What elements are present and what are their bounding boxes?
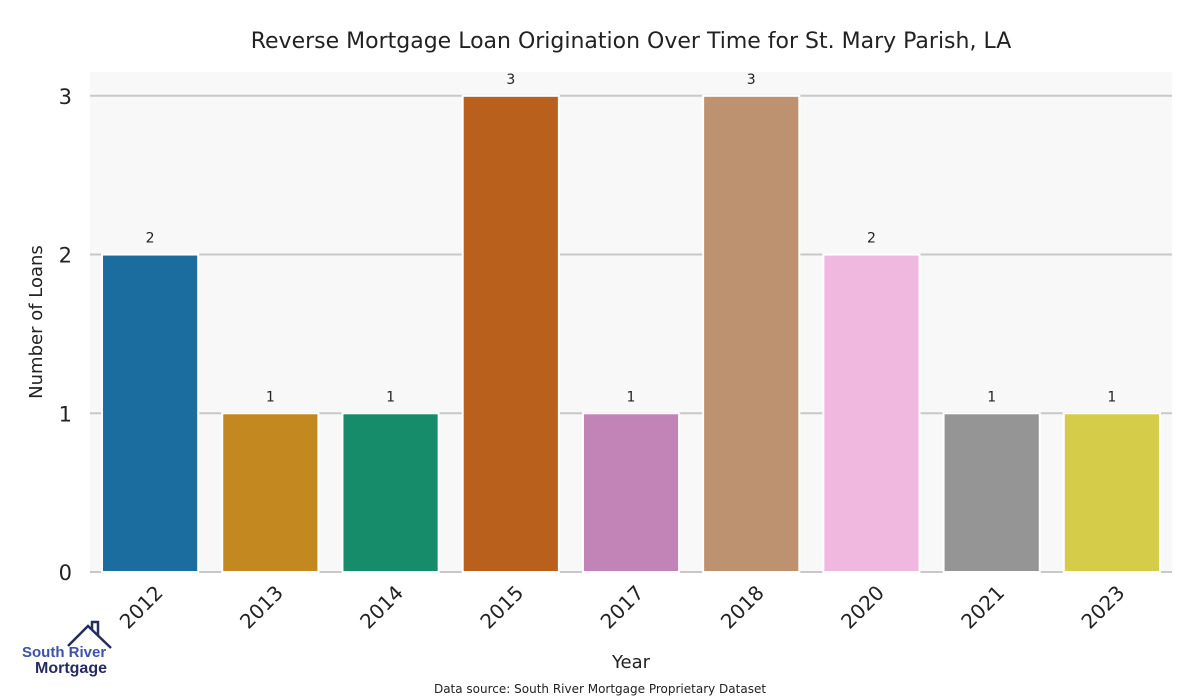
bar-2023 <box>1062 412 1161 573</box>
x-axis-label: Year <box>611 652 651 673</box>
bar-2015 <box>461 94 560 574</box>
house-icon <box>67 620 112 649</box>
data-label: 1 <box>386 389 395 405</box>
x-tick-label: 2020 <box>836 581 889 634</box>
y-tick-label: 3 <box>59 85 72 109</box>
y-axis-label: Number of Loans <box>26 245 47 399</box>
data-label: 1 <box>1107 389 1116 405</box>
bar-2014 <box>341 412 440 573</box>
x-tick-label: 2018 <box>716 581 769 634</box>
x-tick-label: 2021 <box>956 581 1009 634</box>
y-tick-label: 0 <box>59 561 72 585</box>
x-tick-label: 2015 <box>475 581 528 634</box>
logo-text-line2: Mortgage <box>35 660 107 677</box>
data-label: 1 <box>987 389 996 405</box>
data-label: 3 <box>506 72 515 88</box>
x-tick-label: 2023 <box>1076 581 1129 634</box>
data-label: 2 <box>867 231 876 247</box>
y-tick-label: 1 <box>59 402 72 426</box>
data-label: 1 <box>266 389 275 405</box>
bar-2013 <box>221 412 320 573</box>
data-label: 3 <box>747 72 756 88</box>
y-tick-label: 2 <box>59 244 72 268</box>
data-label: 1 <box>627 389 636 405</box>
x-tick-label: 2012 <box>115 581 168 634</box>
bar-2021 <box>942 412 1041 573</box>
chart-title: Reverse Mortgage Loan Origination Over T… <box>251 29 1012 54</box>
x-tick-label: 2013 <box>235 581 288 634</box>
bar-2012 <box>101 253 200 574</box>
bar-2020 <box>822 253 921 574</box>
x-tick-label: 2014 <box>355 581 408 634</box>
data-label: 2 <box>146 231 155 247</box>
x-tick-label: 2017 <box>596 581 649 634</box>
bar-2018 <box>702 94 801 574</box>
south-river-mortgage-logo: South River Mortgage <box>22 620 122 680</box>
data-source-note: Data source: South River Mortgage Propri… <box>434 682 766 696</box>
logo-text-line1: South River <box>22 644 107 661</box>
bar-2017 <box>581 412 681 573</box>
